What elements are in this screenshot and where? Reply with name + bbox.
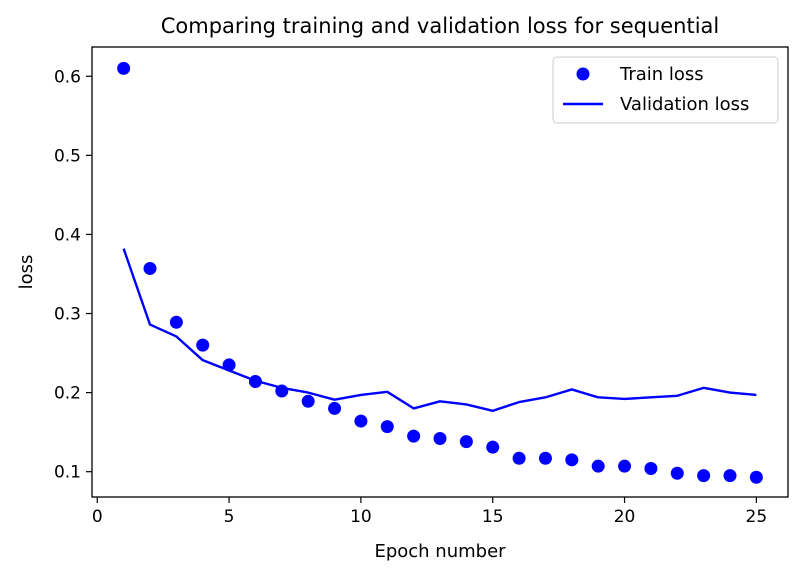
data-point-train-loss: [565, 453, 579, 467]
y-axis-ticks: 0.1 0.2 0.3 0.4 0.5 0.6: [54, 67, 92, 483]
data-point-train-loss: [591, 459, 605, 473]
x-tick-label: 20: [614, 507, 636, 527]
data-point-train-loss: [222, 358, 236, 372]
x-tick-label: 15: [482, 507, 504, 527]
y-tick-label: 0.1: [54, 463, 81, 483]
chart-title: Comparing training and validation loss f…: [161, 14, 720, 38]
data-point-train-loss: [618, 459, 632, 473]
data-point-train-loss: [723, 469, 737, 483]
y-tick-label: 0.5: [54, 146, 81, 166]
legend-box: [552, 56, 779, 124]
data-point-train-loss: [275, 384, 289, 398]
x-axis-ticks: 0 5 10 15 20 25: [92, 497, 767, 527]
axes-frame: [91, 46, 789, 498]
data-point-train-loss: [328, 401, 342, 415]
y-tick-label: 0.3: [54, 305, 81, 325]
legend-label-train-loss: Train loss: [619, 64, 704, 85]
y-tick-label: 0.4: [54, 225, 81, 245]
data-point-train-loss: [670, 466, 684, 480]
x-tick-label: 0: [92, 507, 103, 527]
y-tick-label: 0.6: [54, 67, 81, 87]
data-point-train-loss: [697, 469, 711, 483]
y-tick-label: 0.2: [54, 384, 81, 404]
data-point-train-loss: [749, 470, 763, 484]
data-point-train-loss: [644, 462, 658, 476]
data-point-train-loss: [117, 61, 131, 75]
data-point-train-loss: [248, 375, 262, 389]
data-point-train-loss: [512, 451, 526, 465]
data-point-train-loss: [486, 440, 500, 454]
data-point-train-loss: [433, 431, 447, 445]
data-point-train-loss: [459, 435, 473, 449]
data-point-train-loss: [380, 420, 394, 434]
legend: Train loss Validation loss: [552, 56, 779, 124]
data-point-train-loss: [407, 429, 421, 443]
legend-label-validation-loss: Validation loss: [620, 94, 749, 115]
legend-marker-train-loss: [576, 67, 590, 81]
data-point-train-loss: [169, 315, 183, 329]
x-tick-label: 5: [224, 507, 235, 527]
x-axis-label: Epoch number: [374, 541, 506, 562]
data-point-train-loss: [143, 261, 157, 275]
x-tick-label: 25: [746, 507, 768, 527]
data-point-train-loss: [301, 394, 315, 408]
data-point-train-loss: [354, 414, 368, 428]
plot-area: [117, 61, 763, 484]
x-tick-label: 10: [350, 507, 372, 527]
data-point-train-loss: [538, 451, 552, 465]
data-point-train-loss: [196, 338, 210, 352]
y-axis-label: loss: [16, 255, 37, 290]
